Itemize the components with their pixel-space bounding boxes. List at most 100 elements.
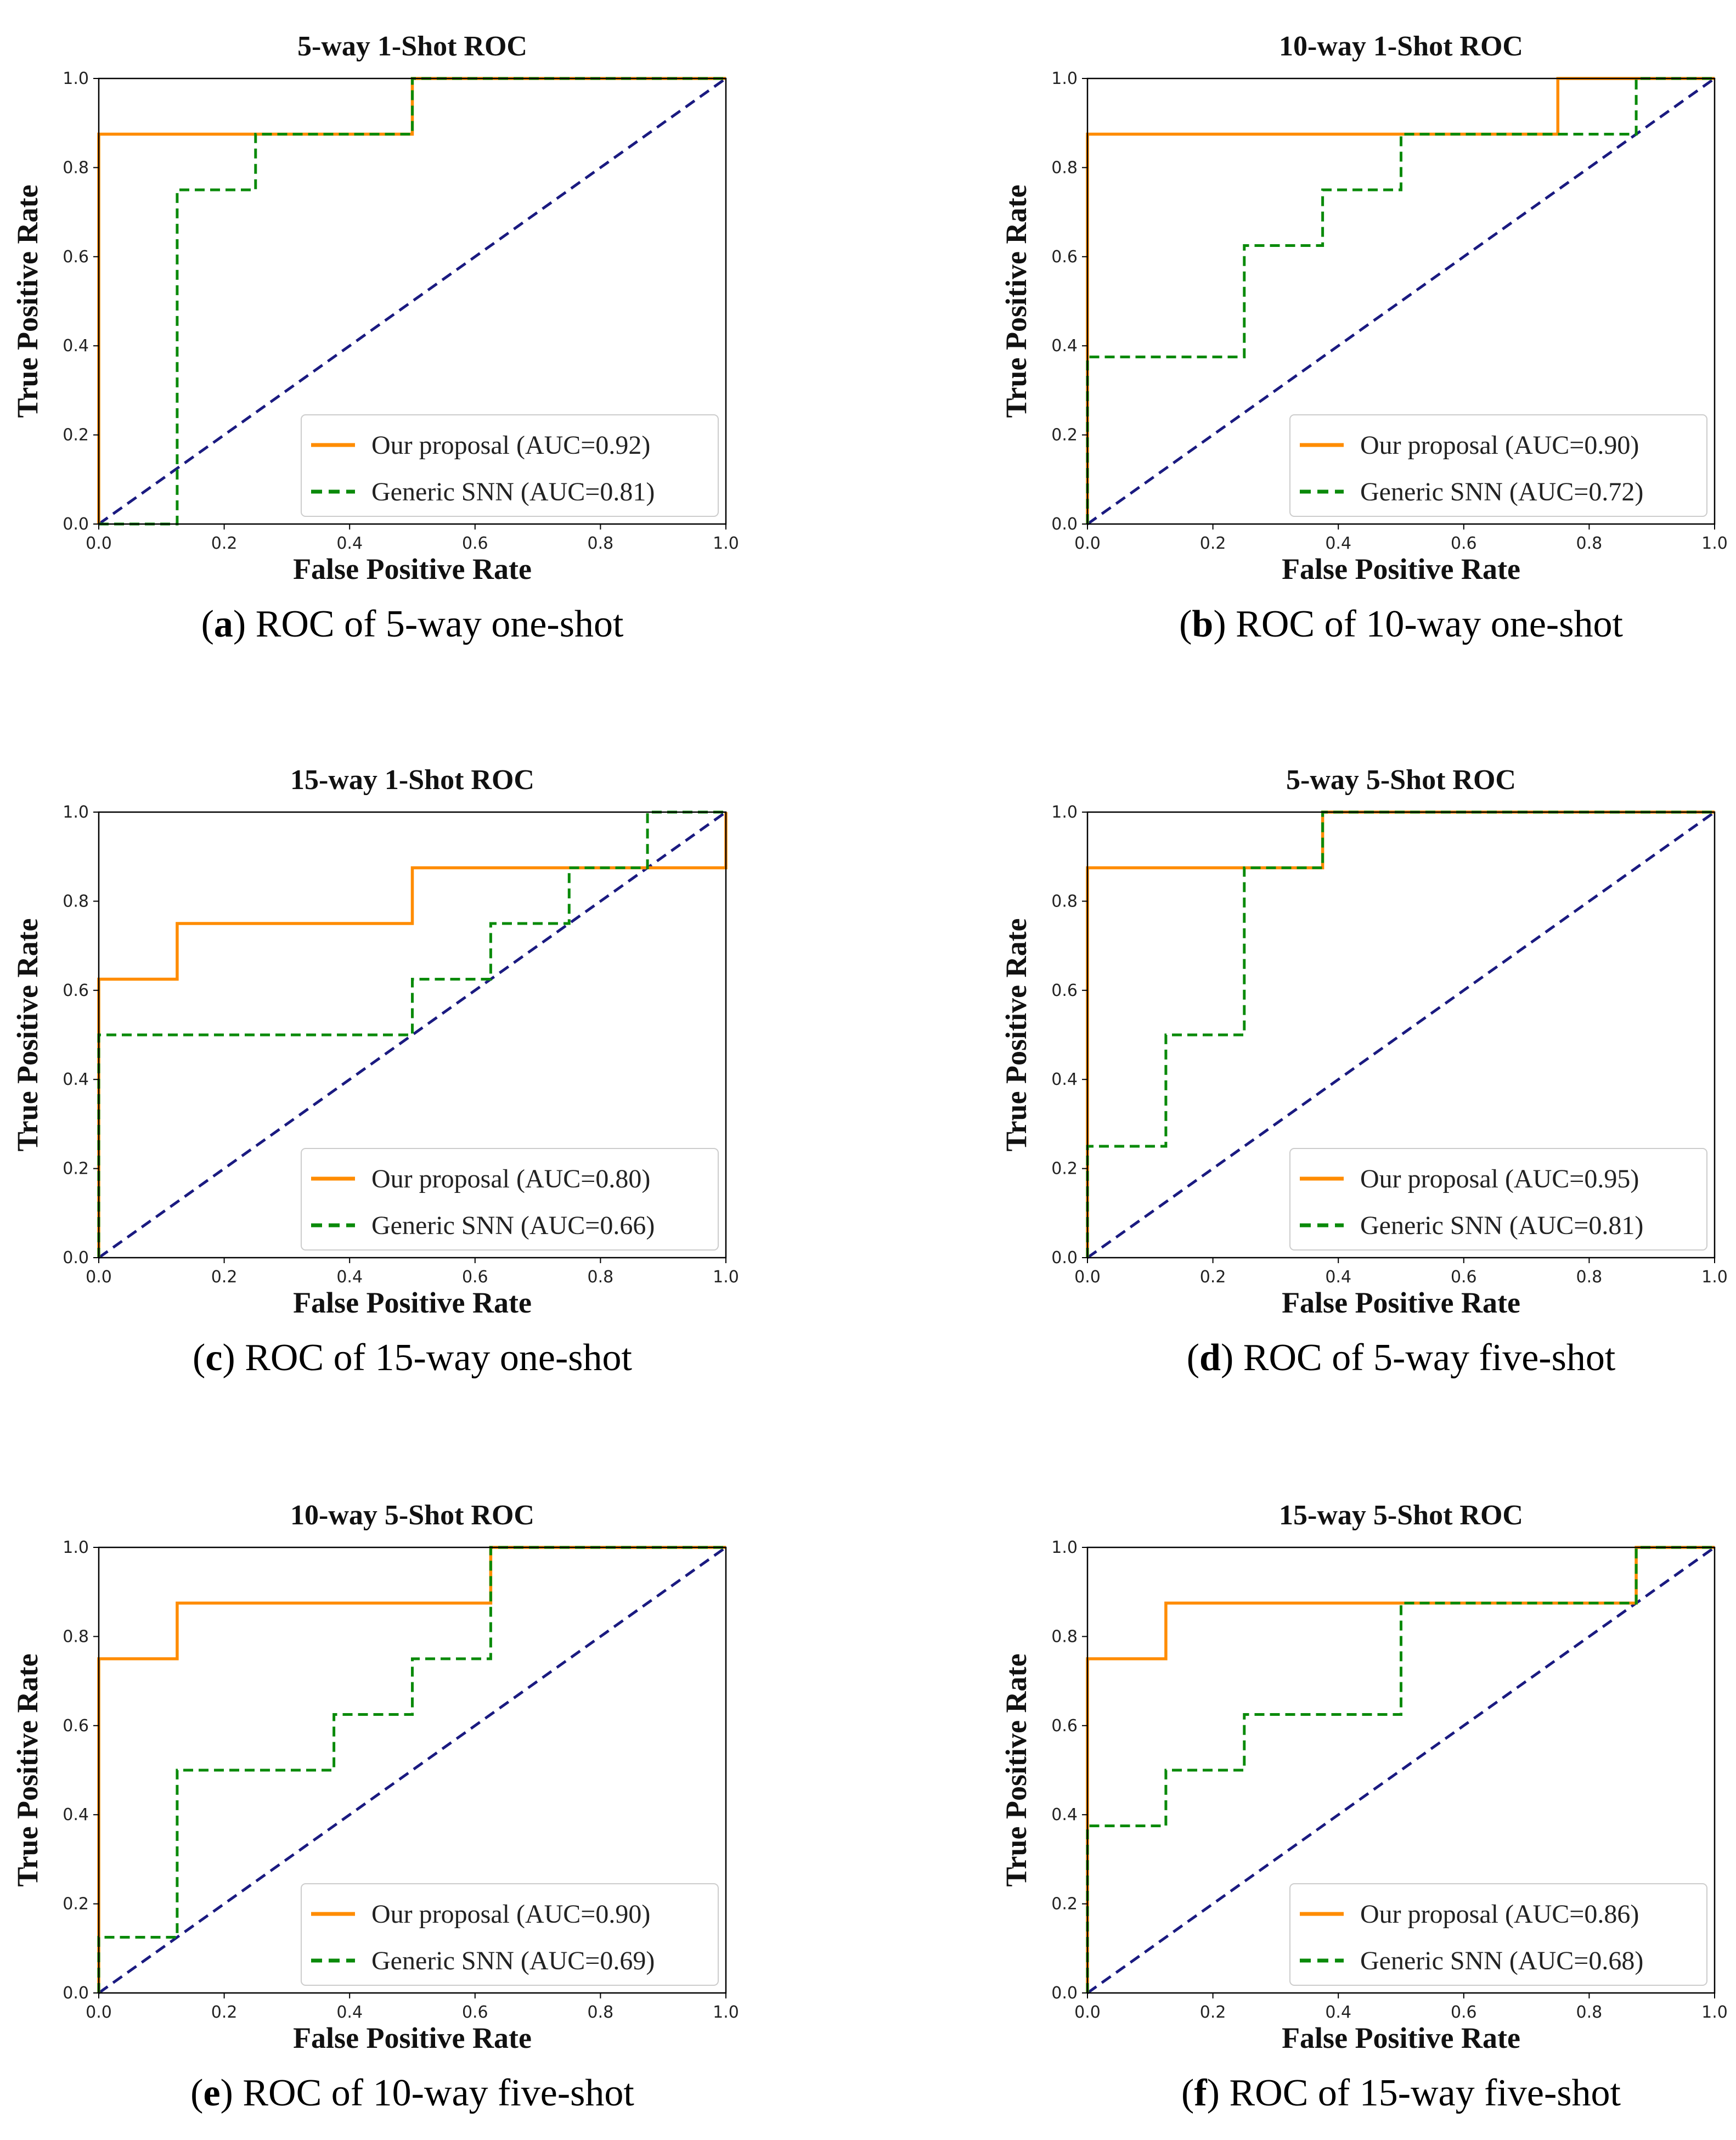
legend-label: Generic SNN (AUC=0.72)	[1360, 477, 1643, 506]
chart-title: 15-way 1-Shot ROC	[290, 764, 534, 796]
legend: Our proposal (AUC=0.86) Generic SNN (AUC=…	[1289, 1883, 1707, 1986]
y-tick-label: 0.8	[1051, 158, 1078, 177]
legend-box	[1289, 414, 1707, 517]
legend-label: Our proposal (AUC=0.90)	[1360, 431, 1639, 460]
x-tick-label: 0.0	[1074, 534, 1101, 553]
legend: Our proposal (AUC=0.80) Generic SNN (AUC=…	[301, 1148, 719, 1251]
caption-text: ROC of 10-way five-shot	[233, 2072, 635, 2114]
series-line-generic-snn	[1086, 810, 1715, 1258]
y-tick-label: 0.4	[63, 336, 89, 356]
x-tick-label: 1.0	[713, 1268, 739, 1287]
y-tick-label: 0.2	[63, 1159, 89, 1179]
plot-frame	[98, 1546, 727, 1994]
y-tick-label: 1.0	[63, 803, 89, 822]
x-tick-label: 0.6	[1451, 2003, 1477, 2022]
y-tick-label: 0.4	[1051, 1070, 1078, 1089]
diagonal-reference-line	[98, 810, 727, 1259]
y-axis-label: True Positive Rate	[11, 185, 44, 418]
y-tick-label: 0.2	[63, 1895, 89, 1914]
x-tick-label: 0.2	[211, 534, 238, 553]
diagonal-reference-line	[1086, 1546, 1716, 1995]
legend-label: Generic SNN (AUC=0.69)	[371, 1946, 655, 1975]
chart-panel-c: 15-way 1-Shot ROC 0.00.0 0.2 0.2 0.4 0.4 0.6 0.…	[11, 764, 739, 1379]
y-axis-label: True Positive Rate	[1000, 185, 1033, 418]
caption-text: ROC of 10-way one-shot	[1226, 603, 1624, 645]
chart-title: 15-way 5-Shot ROC	[1279, 1500, 1523, 1531]
series-line-generic-snn	[1086, 1546, 1715, 1993]
x-tick-label: 0.6	[462, 534, 488, 553]
y-tick-label: 0.8	[63, 158, 89, 177]
y-tick-label: 0.6	[1051, 981, 1078, 1000]
caption-text: ROC of 5-way five-shot	[1233, 1337, 1616, 1379]
y-tick-label: 0.4	[63, 1070, 89, 1089]
panel-caption: (a) ROC of 5-way one-shot	[201, 603, 624, 645]
y-tick-label: 0.8	[1051, 1627, 1078, 1646]
caption-open-paren: (	[1187, 1337, 1199, 1379]
panel-caption: (f) ROC of 15-way five-shot	[1181, 2072, 1621, 2114]
y-tick-label: 0.6	[63, 981, 89, 1000]
y-tick-label: 1.0	[1051, 1538, 1078, 1557]
caption-close-paren: )	[222, 1337, 235, 1379]
caption-close-paren: )	[1207, 2072, 1220, 2114]
x-tick-label: 0.8	[588, 2003, 614, 2022]
plot-frame	[1086, 811, 1716, 1259]
x-tick-label: 0.4	[1325, 2003, 1351, 2022]
y-axis-label: True Positive Rate	[11, 919, 44, 1152]
legend: Our proposal (AUC=0.90) Generic SNN (AUC=…	[1289, 414, 1707, 517]
caption-close-paren: )	[1213, 603, 1226, 645]
panel-caption: (b) ROC of 10-way one-shot	[1179, 603, 1623, 645]
legend-label: Generic SNN (AUC=0.81)	[1360, 1211, 1643, 1240]
x-tick-label: 0.4	[336, 1268, 363, 1287]
x-tick-label: 0.0	[86, 2003, 112, 2022]
y-tick-label: 0.8	[63, 1627, 89, 1646]
legend-label: Generic SNN (AUC=0.81)	[371, 477, 655, 506]
x-tick-label: 0.2	[1200, 2003, 1226, 2022]
y-tick-label: 0.0	[63, 1248, 89, 1268]
legend-label: Our proposal (AUC=0.92)	[371, 431, 650, 460]
plot-frame	[1086, 1546, 1716, 1994]
legend-box	[1289, 1883, 1707, 1986]
x-tick-label: 0.2	[211, 2003, 238, 2022]
y-tick-label: 0.2	[63, 426, 89, 445]
x-axis-label: False Positive Rate	[1282, 1286, 1520, 1319]
y-tick-label: 0.6	[63, 1716, 89, 1736]
plot-frame	[1086, 77, 1716, 525]
chart-panel-a: 5-way 1-Shot ROC 0.00.0 0.2 0.2 0.4 0.4 0.6 0.6…	[11, 31, 739, 645]
caption-open-paren: (	[190, 2072, 203, 2114]
x-axis-label: False Positive Rate	[1282, 2021, 1520, 2054]
legend: Our proposal (AUC=0.90) Generic SNN (AUC=…	[301, 1883, 719, 1986]
panel-caption: (e) ROC of 10-way five-shot	[190, 2072, 634, 2114]
legend-box	[301, 414, 719, 517]
x-tick-label: 1.0	[1701, 2003, 1728, 2022]
y-tick-label: 0.8	[63, 892, 89, 911]
caption-letter: a	[214, 603, 233, 645]
y-tick-label: 0.4	[1051, 336, 1078, 356]
legend-box	[301, 1148, 719, 1251]
legend-label: Generic SNN (AUC=0.66)	[371, 1211, 655, 1240]
caption-letter: d	[1199, 1337, 1221, 1379]
x-axis-label: False Positive Rate	[293, 1286, 532, 1319]
x-tick-label: 1.0	[713, 534, 739, 553]
x-tick-label: 0.0	[1074, 1268, 1101, 1287]
y-tick-label: 0.0	[63, 515, 89, 534]
legend-box	[1289, 1148, 1707, 1251]
legend-label: Our proposal (AUC=0.86)	[1360, 1900, 1639, 1929]
x-tick-label: 0.8	[588, 534, 614, 553]
y-axis-label: True Positive Rate	[11, 1654, 44, 1887]
caption-text: ROC of 15-way five-shot	[1220, 2072, 1621, 2114]
x-tick-label: 0.8	[588, 1268, 614, 1287]
series-line-generic-snn	[97, 810, 726, 1258]
diagonal-reference-line	[98, 77, 727, 526]
chart-panel-d: 5-way 5-Shot ROC 0.00.0 0.2 0.2 0.4 0.4 0.6 0.6…	[1000, 764, 1728, 1379]
chart-title: 10-way 5-Shot ROC	[290, 1500, 534, 1531]
chart-title: 10-way 1-Shot ROC	[1279, 31, 1523, 62]
x-tick-label: 0.6	[1451, 534, 1477, 553]
legend-label: Our proposal (AUC=0.95)	[1360, 1164, 1639, 1193]
caption-letter: b	[1192, 603, 1213, 645]
x-tick-label: 0.6	[1451, 1268, 1477, 1287]
x-tick-label: 0.4	[1325, 1268, 1351, 1287]
y-axis-label: True Positive Rate	[1000, 1654, 1033, 1887]
y-tick-label: 0.0	[1051, 1248, 1078, 1268]
caption-text: ROC of 15-way one-shot	[235, 1337, 633, 1379]
